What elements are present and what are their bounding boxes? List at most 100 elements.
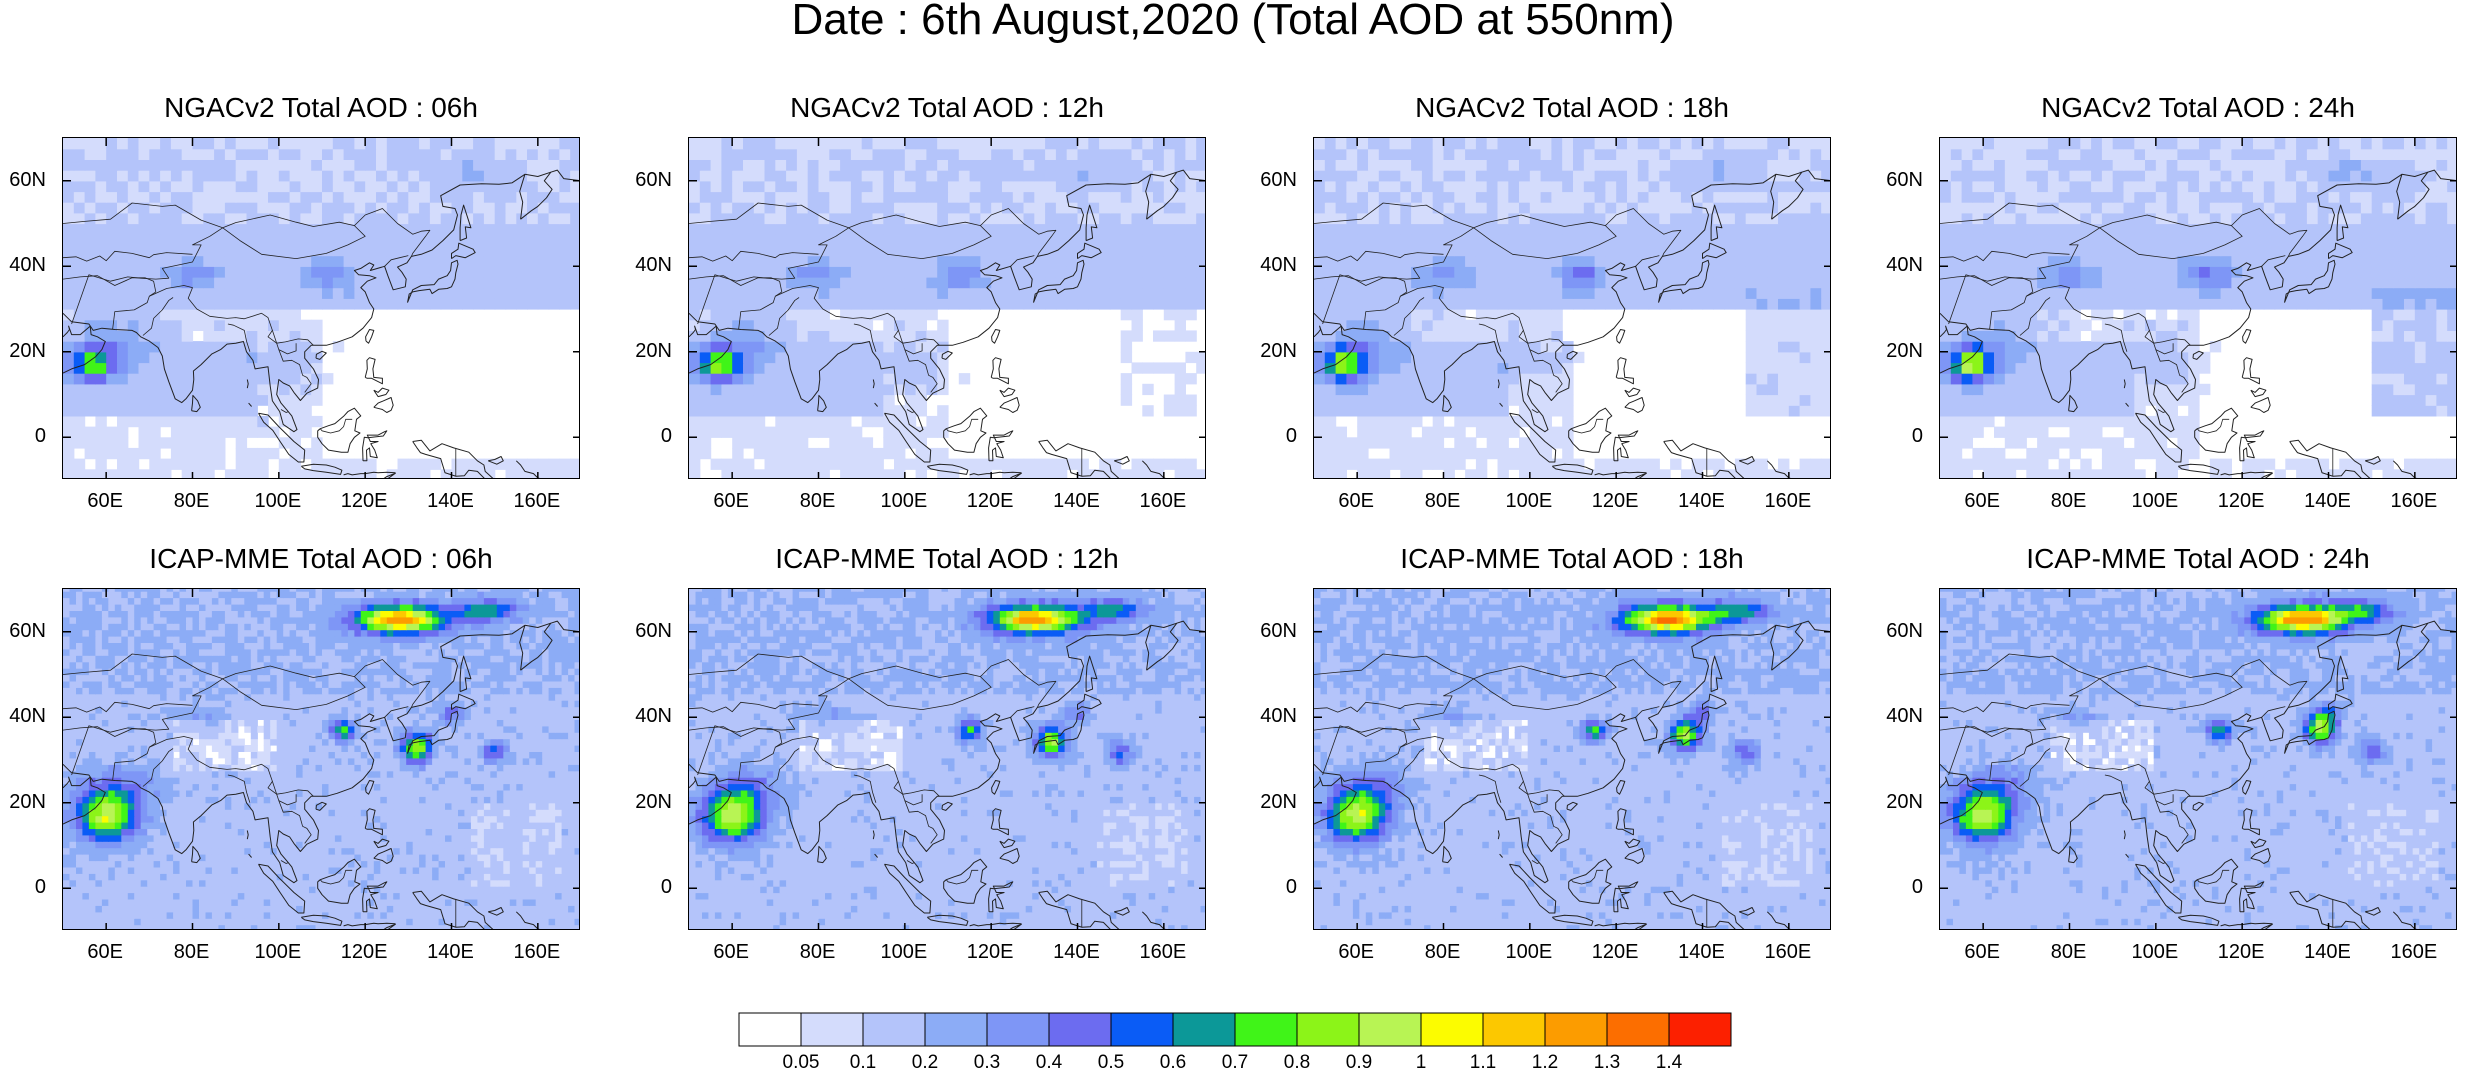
lat-tick-label: 20N	[622, 790, 672, 814]
lon-tick-label: 160E	[1753, 940, 1823, 964]
lon-tick-label: 80E	[2034, 940, 2104, 964]
lon-tick-label: 100E	[869, 489, 939, 513]
aod-field	[1314, 589, 1831, 930]
map-panel-ngacv2-06h	[62, 137, 580, 479]
lon-tick-label: 140E	[1667, 489, 1737, 513]
lat-tick-label: 0	[622, 875, 672, 899]
lon-tick-label: 60E	[1947, 940, 2017, 964]
lon-tick-label: 140E	[416, 489, 486, 513]
lat-tick-label: 40N	[1247, 253, 1297, 277]
map-panel-icap-mme-12h	[688, 588, 1206, 930]
map-panel-ngacv2-12h	[688, 137, 1206, 479]
figure-title: Date : 6th August,2020 (Total AOD at 550…	[0, 0, 2466, 48]
lon-tick-label: 120E	[1580, 489, 1650, 513]
lat-tick-label: 20N	[0, 790, 46, 814]
panel-title: ICAP-MME Total AOD : 18h	[1273, 542, 1871, 576]
map-panel-icap-mme-24h	[1939, 588, 2457, 930]
lon-tick-label: 140E	[416, 940, 486, 964]
aod-field	[63, 589, 580, 930]
lat-tick-label: 40N	[0, 253, 46, 277]
map-panel-ngacv2-18h	[1313, 137, 1831, 479]
lat-tick-label: 60N	[1873, 168, 1923, 192]
aod-field	[63, 138, 580, 479]
lat-tick-label: 60N	[1247, 168, 1297, 192]
lon-tick-label: 100E	[869, 940, 939, 964]
lat-tick-label: 0	[622, 424, 672, 448]
lon-tick-label: 160E	[1128, 940, 1198, 964]
lon-tick-label: 100E	[243, 489, 313, 513]
lon-tick-label: 80E	[2034, 489, 2104, 513]
lat-tick-label: 60N	[0, 619, 46, 643]
lon-tick-label: 80E	[157, 940, 227, 964]
panel-title: NGACv2 Total AOD : 18h	[1273, 91, 1871, 125]
lon-tick-label: 60E	[70, 489, 140, 513]
panel-title: ICAP-MME Total AOD : 12h	[648, 542, 1246, 576]
lon-tick-label: 140E	[2293, 940, 2363, 964]
panel-title: NGACv2 Total AOD : 06h	[22, 91, 620, 125]
lon-tick-label: 140E	[1042, 489, 1112, 513]
aod-field	[1940, 138, 2457, 479]
lat-tick-label: 40N	[622, 704, 672, 728]
lat-tick-label: 0	[1873, 875, 1923, 899]
lat-tick-label: 40N	[0, 704, 46, 728]
colorbar-swatch	[925, 1013, 987, 1046]
colorbar-swatch	[1607, 1013, 1669, 1046]
lat-tick-label: 20N	[1247, 339, 1297, 363]
lon-tick-label: 120E	[329, 489, 399, 513]
lat-tick-label: 60N	[622, 619, 672, 643]
lat-tick-label: 0	[0, 875, 46, 899]
lon-tick-label: 60E	[1321, 940, 1391, 964]
lon-tick-label: 80E	[783, 940, 853, 964]
colorbar-swatch	[801, 1013, 863, 1046]
colorbar-swatches	[738, 1012, 1732, 1047]
lon-tick-label: 120E	[2206, 940, 2276, 964]
map-panel-icap-mme-06h	[62, 588, 580, 930]
lat-tick-label: 60N	[1873, 619, 1923, 643]
lat-tick-label: 40N	[1873, 704, 1923, 728]
colorbar-swatch	[1049, 1013, 1111, 1046]
colorbar-swatch	[1669, 1013, 1731, 1046]
lat-tick-label: 20N	[1247, 790, 1297, 814]
colorbar-swatch	[1359, 1013, 1421, 1046]
aod-field	[689, 589, 1206, 930]
lat-tick-label: 60N	[622, 168, 672, 192]
colorbar-swatch	[1235, 1013, 1297, 1046]
lat-tick-label: 40N	[622, 253, 672, 277]
lat-tick-label: 60N	[1247, 619, 1297, 643]
aod-field	[1314, 138, 1831, 479]
lon-tick-label: 160E	[1128, 489, 1198, 513]
aod-field	[689, 138, 1206, 479]
lon-tick-label: 80E	[1408, 489, 1478, 513]
lat-tick-label: 40N	[1247, 704, 1297, 728]
colorbar-swatch	[987, 1013, 1049, 1046]
lon-tick-label: 100E	[1494, 489, 1564, 513]
colorbar-swatch	[1297, 1013, 1359, 1046]
lon-tick-label: 60E	[696, 489, 766, 513]
map-panel-ngacv2-24h	[1939, 137, 2457, 479]
panel-title: NGACv2 Total AOD : 24h	[1899, 91, 2466, 125]
colorbar-swatch	[1421, 1013, 1483, 1046]
lon-tick-label: 160E	[502, 489, 572, 513]
lon-tick-label: 140E	[1667, 940, 1737, 964]
lat-tick-label: 0	[0, 424, 46, 448]
lon-tick-label: 120E	[329, 940, 399, 964]
colorbar-swatch	[1173, 1013, 1235, 1046]
lat-tick-label: 60N	[0, 168, 46, 192]
lat-tick-label: 0	[1247, 875, 1297, 899]
lon-tick-label: 80E	[157, 489, 227, 513]
aod-field	[1940, 589, 2457, 930]
lat-tick-label: 20N	[1873, 339, 1923, 363]
colorbar-swatch	[1545, 1013, 1607, 1046]
lon-tick-label: 60E	[70, 940, 140, 964]
lon-tick-label: 80E	[783, 489, 853, 513]
colorbar-swatch	[863, 1013, 925, 1046]
lon-tick-label: 100E	[2120, 940, 2190, 964]
panel-title: ICAP-MME Total AOD : 24h	[1899, 542, 2466, 576]
map-panel-icap-mme-18h	[1313, 588, 1831, 930]
lon-tick-label: 60E	[1321, 489, 1391, 513]
lon-tick-label: 80E	[1408, 940, 1478, 964]
lat-tick-label: 0	[1873, 424, 1923, 448]
panel-title: NGACv2 Total AOD : 12h	[648, 91, 1246, 125]
lon-tick-label: 160E	[1753, 489, 1823, 513]
lat-tick-label: 20N	[1873, 790, 1923, 814]
